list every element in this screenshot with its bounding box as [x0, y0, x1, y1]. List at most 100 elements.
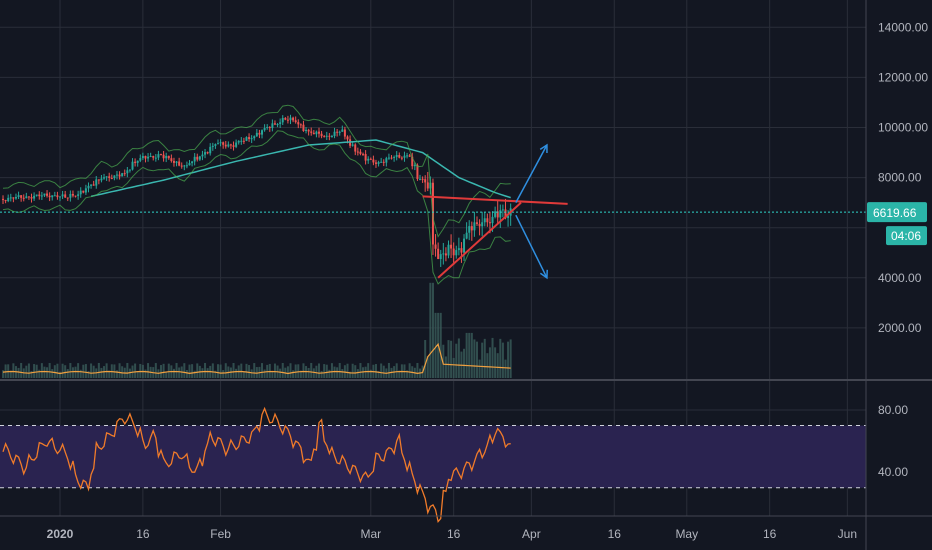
candle-body: [113, 175, 116, 179]
candle-body: [406, 155, 409, 157]
candle-body: [118, 174, 121, 177]
volume-bar: [387, 362, 390, 378]
volume-bar: [273, 363, 276, 378]
rsi-line: [2, 406, 511, 524]
volume-bar: [61, 363, 64, 378]
candle-body: [380, 161, 383, 163]
candle-body: [437, 248, 440, 260]
candle-body: [328, 135, 331, 137]
volume-bar: [175, 363, 178, 378]
candle-body: [481, 222, 484, 227]
volume-bar: [450, 340, 453, 378]
price-tick-label: 8000.00: [878, 171, 922, 185]
volume-bar: [369, 369, 372, 378]
volume-bar: [463, 348, 466, 378]
candle-body: [84, 188, 87, 193]
candle-body: [307, 129, 310, 132]
volume-bar: [12, 363, 15, 378]
candle-body: [20, 195, 23, 198]
volume-bar: [323, 364, 326, 378]
volume-bar: [481, 342, 484, 378]
breakout-up-arrow[interactable]: [515, 144, 548, 204]
volume-bar: [336, 367, 339, 378]
volume-bar: [349, 371, 352, 378]
volume-bar: [509, 339, 512, 378]
volume-bar: [364, 366, 367, 378]
candle-body: [12, 197, 15, 199]
candle-body: [25, 196, 28, 199]
support-trendline[interactable]: [437, 201, 522, 279]
volume-bar: [79, 369, 82, 378]
volume-bar: [121, 366, 124, 378]
candle-body: [100, 178, 103, 181]
volume-bar: [320, 370, 323, 378]
candle-body: [222, 142, 225, 145]
candle-body: [253, 136, 256, 139]
candle-body: [478, 223, 481, 227]
candle-body: [483, 218, 486, 223]
candle-body: [364, 154, 367, 161]
volume-bar: [51, 369, 54, 378]
volume-bar: [292, 370, 295, 378]
countdown-value: 04:06: [891, 229, 921, 243]
resistance-trendline[interactable]: [422, 195, 568, 205]
volume-bar: [82, 364, 85, 378]
volume-bar: [483, 338, 486, 378]
volume-bar: [424, 339, 427, 378]
candle-body: [180, 165, 183, 167]
volume-bar: [100, 367, 103, 378]
volume-bar: [56, 363, 59, 378]
volume-bar: [250, 369, 253, 378]
candle-body: [261, 130, 264, 135]
candle-body: [232, 145, 235, 147]
candle-body: [416, 164, 419, 179]
volume-bar: [43, 366, 46, 378]
volume-bar: [9, 370, 12, 378]
candle-body: [115, 174, 118, 176]
candle-body: [240, 140, 243, 142]
candle-body: [367, 158, 370, 161]
candle-body: [172, 160, 175, 163]
trend-drawings[interactable]: [422, 143, 568, 280]
volume-bar: [162, 363, 165, 378]
candle-body: [105, 176, 108, 178]
candle-body: [204, 152, 207, 155]
breakdown-arrow[interactable]: [515, 214, 548, 279]
candle-body: [413, 164, 416, 167]
volume-bar: [66, 369, 69, 378]
candle-body: [17, 195, 20, 197]
candle-body: [470, 226, 473, 231]
volume-bar: [214, 370, 217, 378]
candle-body: [242, 140, 245, 142]
candle-body: [131, 161, 134, 170]
candle-body: [444, 253, 447, 256]
breakdown-arrow-head[interactable]: [539, 269, 548, 280]
breakout-up-arrow-head[interactable]: [539, 143, 548, 154]
time-tick-label: Mar: [360, 527, 381, 541]
volume-bar: [499, 338, 502, 378]
candle-body: [224, 144, 227, 147]
volume-bar: [206, 368, 209, 378]
volume-bar: [501, 342, 504, 378]
volume-bar: [204, 362, 207, 378]
volume-bar: [222, 370, 225, 378]
candle-body: [455, 250, 458, 256]
price-tick-label: 14000.00: [878, 20, 928, 34]
price-tick-label: 10000.00: [878, 121, 928, 135]
volume-bar: [59, 371, 61, 378]
candle-body: [289, 117, 292, 121]
volume-bar: [299, 370, 302, 378]
volume-bar: [165, 371, 168, 378]
rsi-tick-label: 80.00: [878, 403, 908, 417]
volume-bar: [426, 356, 429, 378]
candle-body: [167, 155, 170, 159]
candle-body: [211, 145, 214, 147]
candle-body: [400, 157, 403, 159]
volume-bar: [160, 365, 163, 378]
time-tick-label: 16: [447, 527, 461, 541]
candle-body: [46, 193, 49, 196]
candle-body: [97, 179, 100, 181]
candles: [2, 114, 512, 267]
volume-bar: [90, 363, 93, 378]
